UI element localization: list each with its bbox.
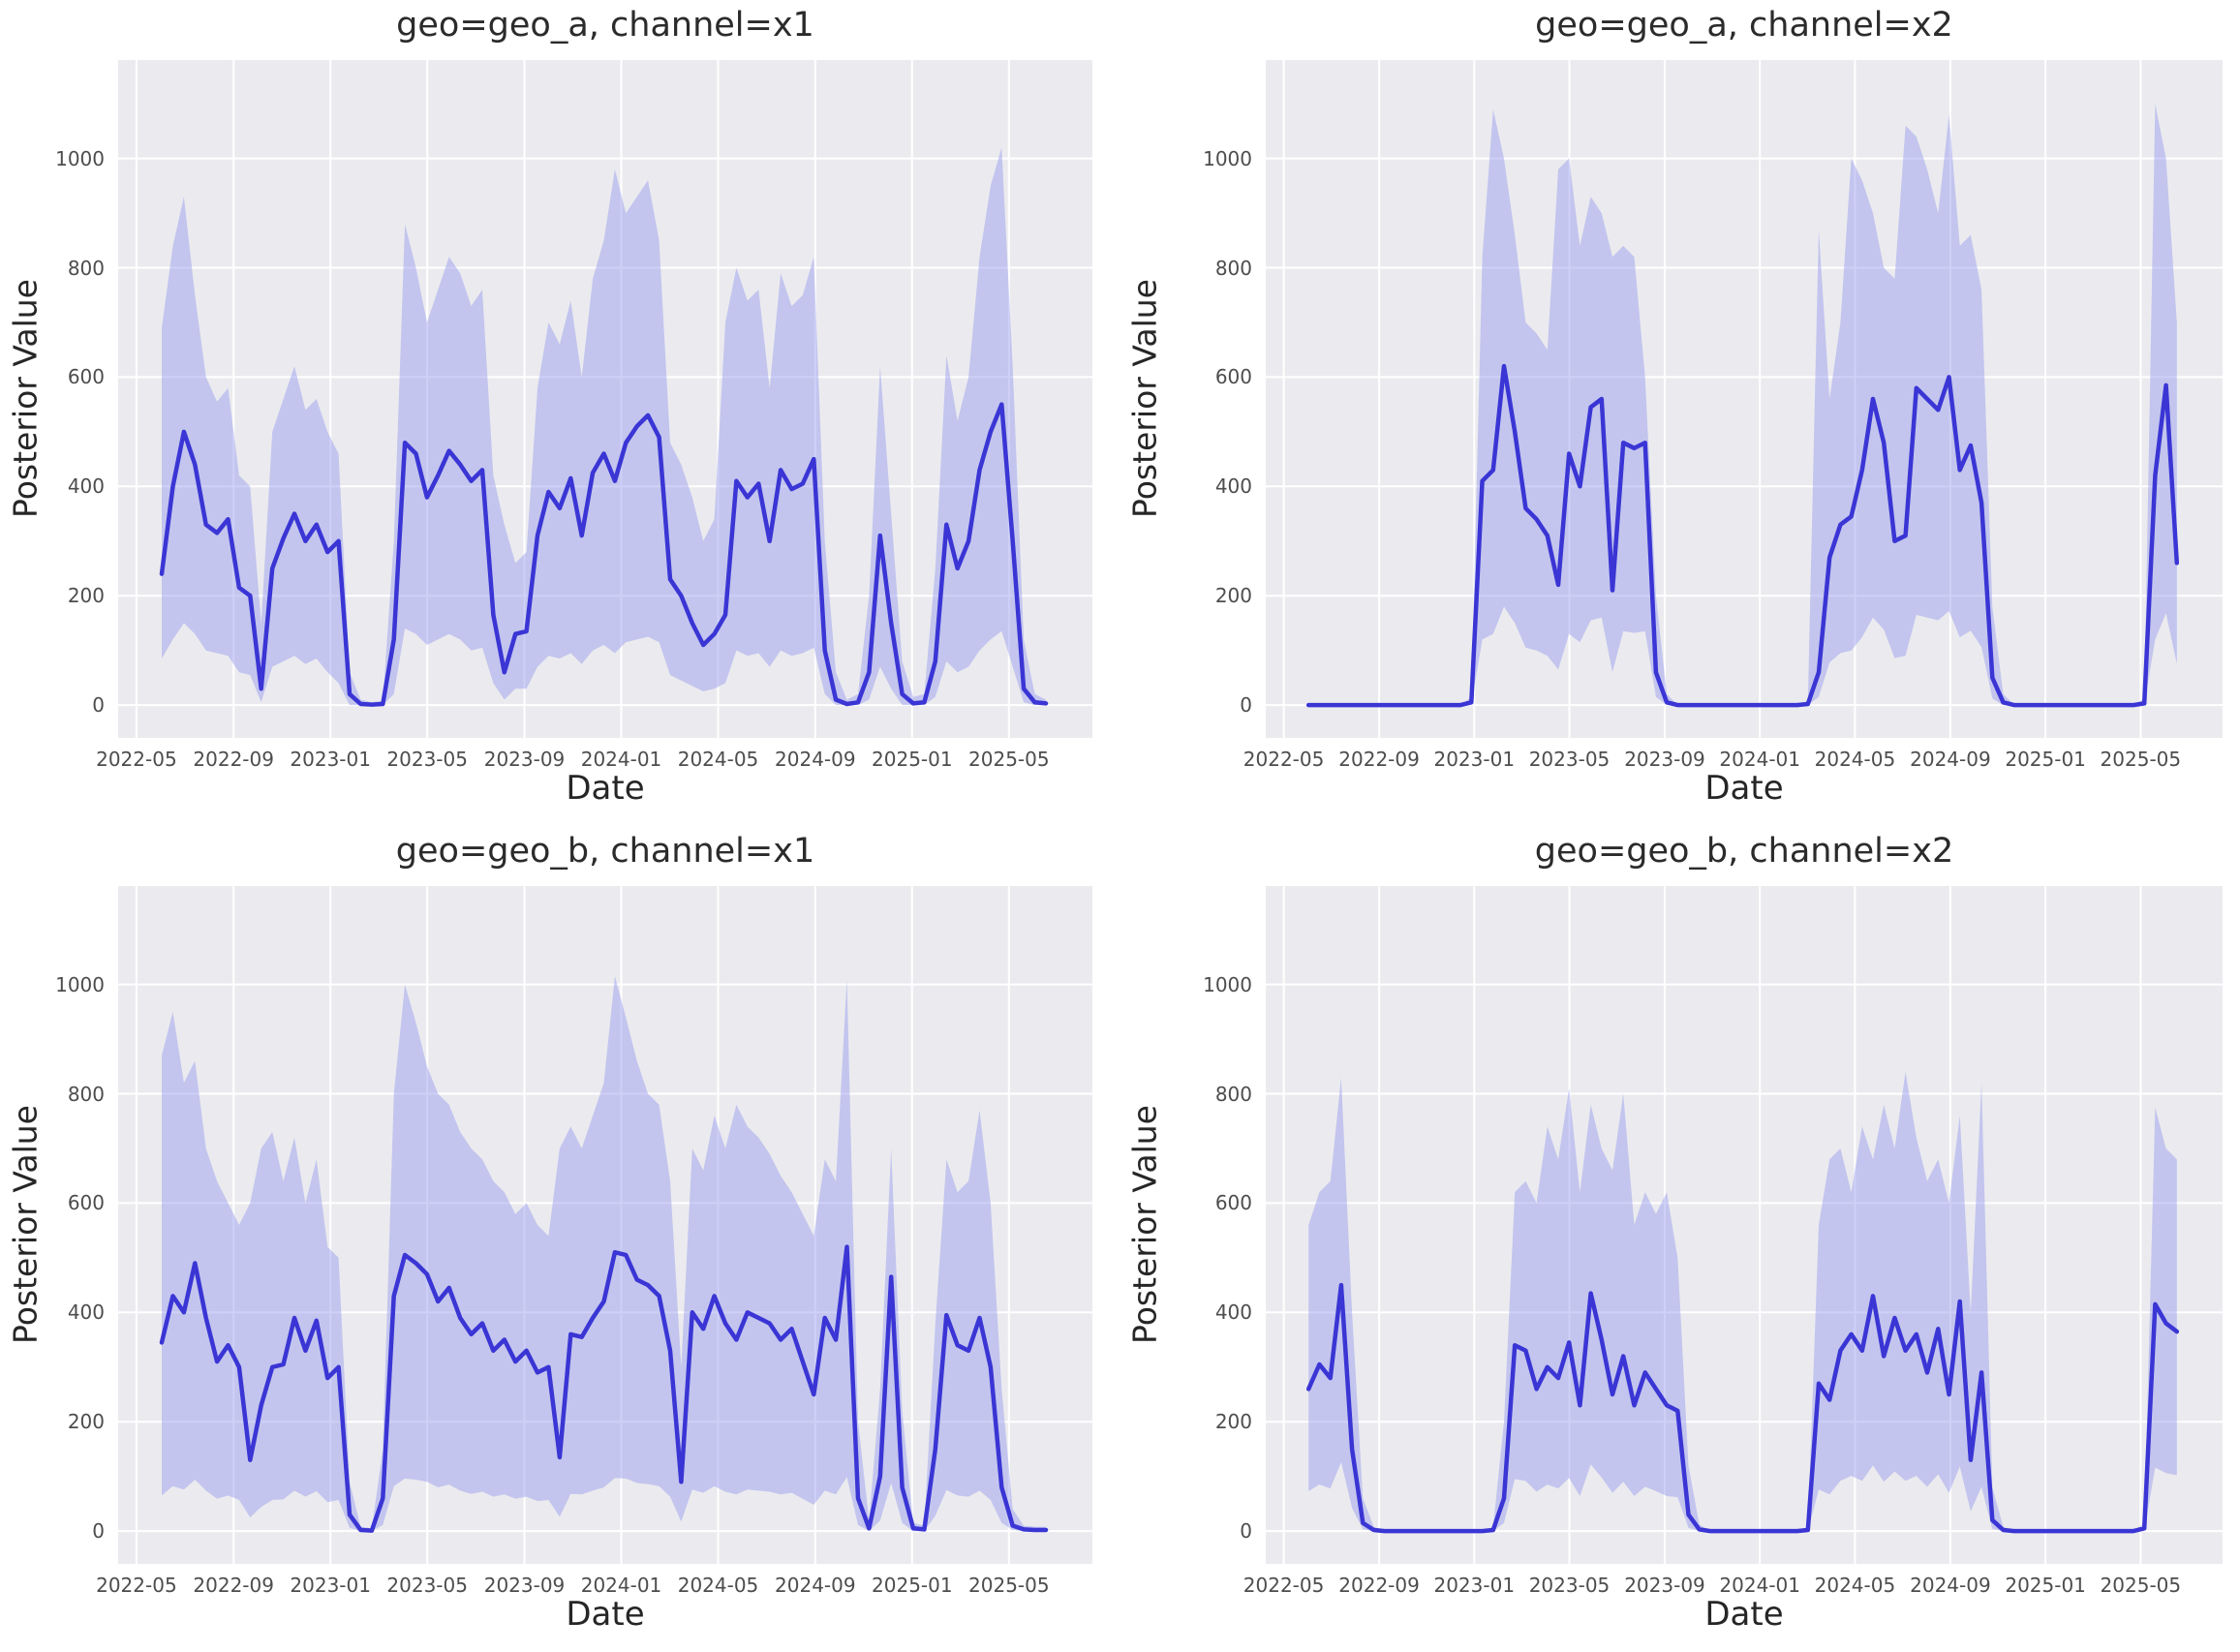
- x-tick-label: 2024-01: [1719, 1574, 1800, 1597]
- y-tick-label: 200: [1214, 1410, 1252, 1434]
- y-tick-label: 0: [92, 693, 105, 718]
- x-axis-label: Date: [1704, 769, 1784, 808]
- x-tick-label: 2025-01: [2005, 748, 2086, 771]
- plot-area: [1266, 60, 2223, 738]
- y-tick-label: 800: [1214, 256, 1252, 280]
- x-tick-label: 2025-01: [872, 1574, 953, 1597]
- x-tick-label: 2023-01: [1433, 748, 1516, 771]
- x-axis-label: Date: [1704, 1595, 1784, 1634]
- x-tick-label: 2025-01: [2005, 1574, 2086, 1597]
- x-tick-label: 2024-01: [1719, 748, 1800, 771]
- x-tick-label: 2025-05: [968, 748, 1050, 771]
- mean-line: [159, 402, 1049, 707]
- y-tick-label: 600: [67, 365, 105, 389]
- x-tick-label: 2023-09: [1624, 748, 1705, 771]
- x-axis-label: Date: [566, 769, 645, 808]
- subplot-title: geo=geo_b, channel=x2: [1534, 832, 1954, 871]
- plot-background: [1266, 886, 2223, 1564]
- y-tick-label: 0: [92, 1519, 105, 1544]
- x-tick-label: 2022-09: [1338, 748, 1420, 771]
- chart-svg: [118, 60, 1092, 738]
- chart-svg: [1266, 60, 2223, 738]
- plot-area: [118, 886, 1092, 1564]
- plot-area: [118, 60, 1092, 738]
- confidence-band: [162, 976, 1046, 1532]
- mean-line: [1305, 1282, 2180, 1534]
- y-tick-label: 800: [67, 1082, 105, 1106]
- plot-background: [118, 60, 1092, 738]
- x-tick-label: 2024-01: [580, 1574, 662, 1597]
- y-tick-label: 400: [67, 474, 105, 499]
- y-tick-label: 1000: [1203, 146, 1252, 170]
- x-tick-label: 2024-09: [1910, 748, 1991, 771]
- subplot-title: geo=geo_a, channel=x2: [1535, 6, 1953, 45]
- x-tick-label: 2023-05: [1528, 748, 1611, 771]
- x-tick-label: 2024-05: [1814, 748, 1896, 771]
- x-tick-label: 2022-09: [193, 748, 274, 771]
- x-tick-label: 2025-05: [2100, 748, 2182, 771]
- x-tick-label: 2024-09: [775, 1574, 856, 1597]
- x-tick-label: 2024-01: [580, 748, 662, 771]
- confidence-band: [1308, 1071, 2177, 1532]
- plot-background: [1266, 60, 2223, 738]
- y-tick-label: 400: [67, 1300, 105, 1325]
- y-tick-label: 0: [1240, 1519, 1252, 1544]
- x-tick-label: 2023-09: [1624, 1574, 1705, 1597]
- y-tick-label: 200: [1214, 584, 1252, 608]
- x-tick-label: 2022-05: [1243, 1574, 1325, 1597]
- x-tick-label: 2022-09: [193, 1574, 274, 1597]
- chart-svg: [118, 886, 1092, 1564]
- x-tick-label: 2024-05: [677, 748, 759, 771]
- x-tick-label: 2023-01: [1433, 1574, 1516, 1597]
- x-tick-label: 2023-05: [386, 748, 468, 771]
- plot-background: [118, 886, 1092, 1564]
- x-axis-label: Date: [566, 1595, 645, 1634]
- y-tick-label: 1000: [55, 972, 105, 996]
- x-tick-label: 2025-05: [968, 1574, 1050, 1597]
- mean-line: [159, 1244, 1049, 1533]
- subplot-geo-b-x2: geo=geo_b, channel=x2 Posterior Value Da…: [1120, 826, 2240, 1652]
- x-tick-label: 2022-09: [1338, 1574, 1420, 1597]
- x-tick-label: 2025-05: [2100, 1574, 2182, 1597]
- y-tick-label: 800: [1214, 1082, 1252, 1106]
- x-tick-label: 2024-05: [677, 1574, 759, 1597]
- x-tick-label: 2022-05: [1243, 748, 1325, 771]
- y-tick-label: 400: [1214, 1300, 1252, 1325]
- x-tick-label: 2024-09: [1910, 1574, 1991, 1597]
- x-tick-label: 2024-05: [1814, 1574, 1896, 1597]
- subplot-geo-b-x1: geo=geo_b, channel=x1 Posterior Value Da…: [0, 826, 1120, 1652]
- subplot-geo-a-x1: geo=geo_a, channel=x1 Posterior Value Da…: [0, 0, 1120, 826]
- x-tick-label: 2023-09: [483, 1574, 566, 1597]
- x-tick-label: 2022-05: [96, 1574, 177, 1597]
- y-tick-label: 400: [1214, 474, 1252, 499]
- y-tick-label: 600: [1214, 1191, 1252, 1215]
- x-tick-label: 2024-09: [775, 748, 856, 771]
- y-tick-label: 1000: [55, 146, 105, 170]
- y-tick-label: 600: [1214, 365, 1252, 389]
- x-tick-label: 2023-09: [483, 748, 566, 771]
- y-tick-label: 800: [67, 256, 105, 280]
- x-tick-label: 2022-05: [96, 748, 177, 771]
- confidence-band: [1308, 104, 2177, 706]
- x-tick-label: 2023-01: [290, 748, 371, 771]
- y-tick-label: 0: [1240, 693, 1252, 718]
- confidence-band: [162, 147, 1046, 706]
- subplot-geo-a-x2: geo=geo_a, channel=x2 Posterior Value Da…: [1120, 0, 2240, 826]
- mean-line: [1305, 363, 2180, 708]
- y-tick-label: 200: [67, 1410, 105, 1434]
- subplot-title: geo=geo_b, channel=x1: [395, 832, 815, 871]
- x-tick-label: 2023-05: [1528, 1574, 1611, 1597]
- x-tick-label: 2023-01: [290, 1574, 371, 1597]
- plot-area: [1266, 886, 2223, 1564]
- y-tick-label: 200: [67, 584, 105, 608]
- x-tick-label: 2025-01: [872, 748, 953, 771]
- y-tick-label: 1000: [1203, 972, 1252, 996]
- subplot-title: geo=geo_a, channel=x1: [396, 6, 814, 45]
- y-tick-label: 600: [67, 1191, 105, 1215]
- chart-svg: [1266, 886, 2223, 1564]
- x-tick-label: 2023-05: [386, 1574, 468, 1597]
